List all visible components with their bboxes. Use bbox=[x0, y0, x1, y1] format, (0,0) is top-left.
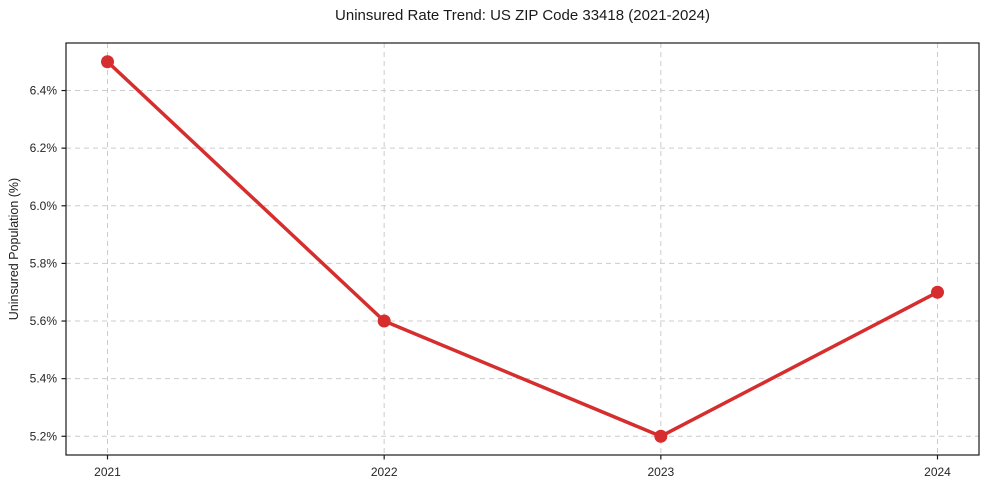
y-tick-label: 6.4% bbox=[30, 84, 58, 98]
data-point-marker bbox=[654, 429, 668, 443]
y-tick-label: 6.2% bbox=[30, 141, 58, 155]
y-tick-label: 5.2% bbox=[30, 429, 58, 443]
x-tick-label: 2021 bbox=[94, 465, 121, 479]
y-tick-label: 6.0% bbox=[30, 199, 58, 213]
trend-line bbox=[105, 59, 940, 439]
chart-title: Uninsured Rate Trend: US ZIP Code 33418 … bbox=[335, 7, 710, 24]
data-point-marker bbox=[931, 285, 944, 299]
x-tick-label: 2022 bbox=[371, 465, 398, 479]
data-point-marker bbox=[377, 314, 391, 328]
y-tick-label: 5.8% bbox=[30, 256, 58, 270]
data-point-marker bbox=[101, 55, 114, 69]
y-tick-label: 5.6% bbox=[30, 314, 58, 328]
plot-border bbox=[65, 42, 980, 456]
x-tick-label: 2023 bbox=[647, 465, 674, 479]
x-tick-label: 2024 bbox=[924, 465, 951, 479]
y-tick-label: 5.4% bbox=[30, 372, 58, 386]
